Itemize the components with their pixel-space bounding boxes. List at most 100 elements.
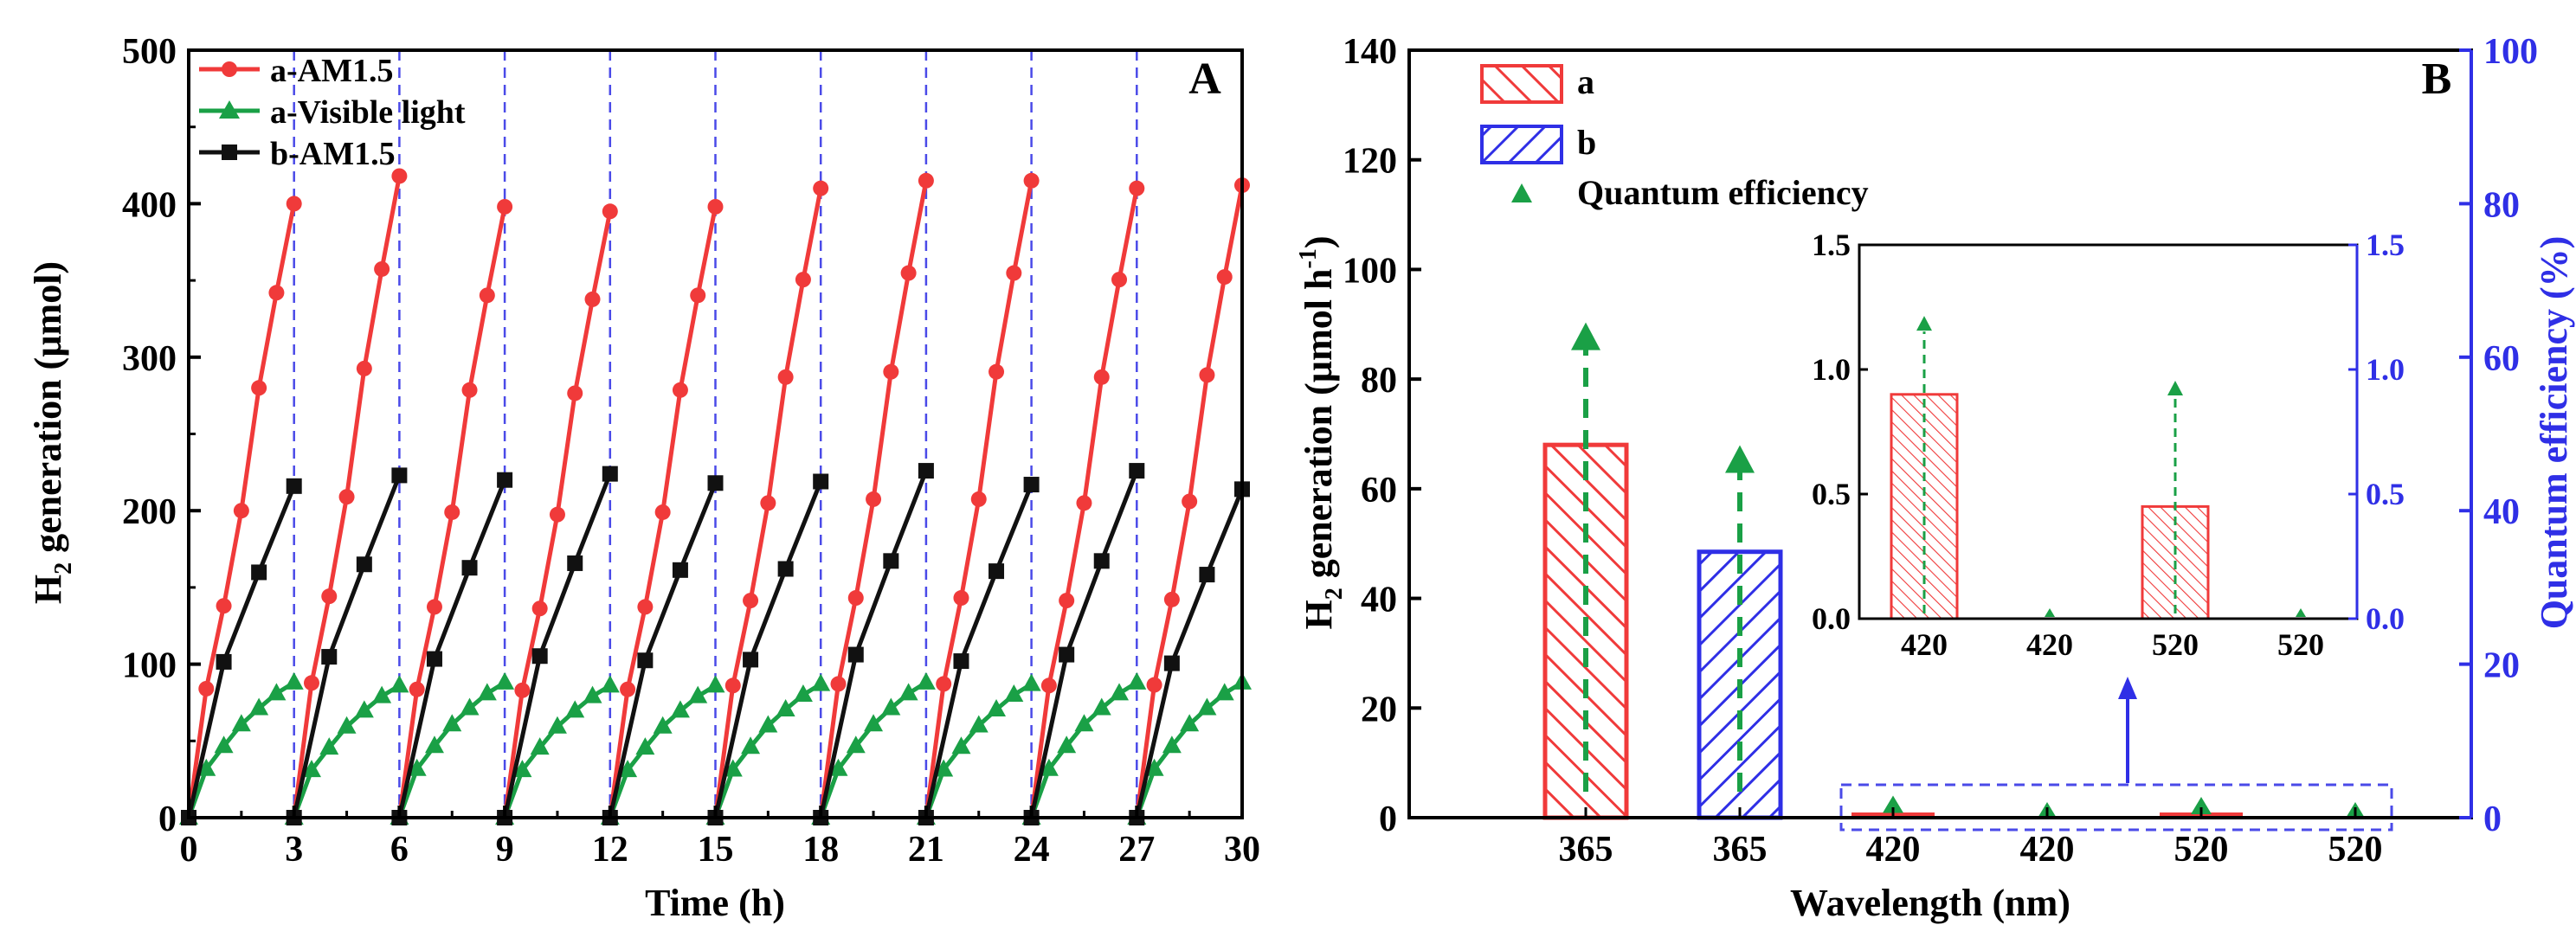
data-point [847,646,864,663]
data-point [705,675,725,693]
data-point [583,685,602,703]
data-point [793,684,813,703]
data-point [635,737,655,755]
data-point [934,759,954,777]
inset-y-ticks-right: 0.0 0.5 1.0 1.5 [2348,228,2405,636]
data-point [1039,758,1059,776]
data-point [549,506,565,523]
legend-label-a-am15: a-AM1.5 [270,53,393,89]
legend-label-a-visible: a-Visible light [270,94,466,131]
x-tick-label: 0 [180,830,198,870]
data-point [953,590,969,607]
data-point [303,675,319,691]
data-point [883,363,899,380]
data-point [758,715,778,733]
data-point [776,698,795,716]
inset-qe-marker [2167,381,2183,396]
data-point [1144,758,1164,776]
y-tick-label: 140 [1343,32,1397,72]
inset-y-tick-label: 1.5 [1812,228,1851,262]
data-point [1146,677,1162,693]
panel-a-vlines [293,50,1138,818]
data-point [216,598,232,614]
data-point [407,758,427,776]
data-point [1057,735,1077,754]
data-point [969,715,989,733]
data-point [426,599,442,615]
series-line-segment [924,484,1034,819]
data-point [653,716,673,734]
data-point [670,700,690,718]
data-point [618,760,638,778]
inset-y-tick-label: 0.0 [1812,601,1851,636]
data-point [916,671,936,690]
x-tick-label: 365 [1713,830,1768,870]
data-point [951,736,971,755]
y-tick-label: 0 [158,800,177,839]
data-point [426,651,442,667]
data-point [372,685,392,703]
data-point [760,495,776,511]
inset-bars [1890,393,2210,620]
qe-marker [1883,795,1903,813]
data-point [1023,172,1040,189]
panel-a-x-ticks: 0 3 6 9 12 15 18 21 24 27 30 [180,806,1260,870]
data-point [1059,646,1075,663]
legend-label-a: a [1577,62,1594,101]
data-point [1129,180,1145,196]
data-point [391,467,408,484]
panel-b-y-label-left: H2 generation (µmol h-1) [1295,236,1348,630]
data-point [987,698,1007,716]
data-point [356,556,372,573]
data-point [1021,673,1041,691]
data-point [374,260,390,277]
data-point [953,653,969,670]
data-point [654,504,671,520]
data-point [301,760,321,778]
data-point [1059,593,1075,609]
inset-qe-marker [1916,316,1932,331]
data-point [444,504,460,520]
data-point [214,735,234,754]
x-tick-label: 9 [496,830,514,870]
data-point [1214,683,1234,701]
data-point [602,466,618,482]
panel-b-y-ticks-left: 0 20 40 60 80 100 120 140 [1343,32,1421,839]
x-tick-label: 6 [390,830,409,870]
data-point [602,203,618,220]
data-point [1074,714,1094,732]
data-point [198,680,215,697]
data-point [495,671,515,690]
x-tick-label: 27 [1118,830,1155,870]
data-point [743,652,759,668]
data-point [1216,269,1233,286]
legend-item-a: a [1480,62,1594,104]
inset-qe-marker [2296,608,2306,617]
data-point [267,683,287,701]
data-point [249,697,269,716]
legend-item-b-am15: b-AM1.5 [199,136,396,172]
inset-y-tick-label: 0.5 [1812,477,1851,511]
x-tick-label: 420 [1866,830,1921,870]
data-point [565,700,585,718]
y-tick-label: 100 [122,646,177,686]
data-point [1163,591,1180,607]
y-tick-label: 60 [1361,471,1397,511]
zoom-region-box [1839,783,2393,832]
data-point [777,369,794,385]
data-point [1093,369,1110,385]
y-right-tick-label: 0 [2483,800,2502,839]
panel-a-y-ticks: 0 100 200 300 400 500 [122,32,201,839]
y-right-tick-label: 40 [2483,492,2520,532]
data-point [547,716,567,734]
data-point [637,652,654,669]
data-point [233,503,249,519]
y-right-tick-label: 100 [2483,32,2538,72]
y-tick-label: 100 [1343,251,1397,291]
data-point [584,291,601,307]
data-point [620,681,636,697]
data-point [690,287,706,304]
data-point [514,682,531,698]
x-tick-label: 24 [1014,830,1050,870]
